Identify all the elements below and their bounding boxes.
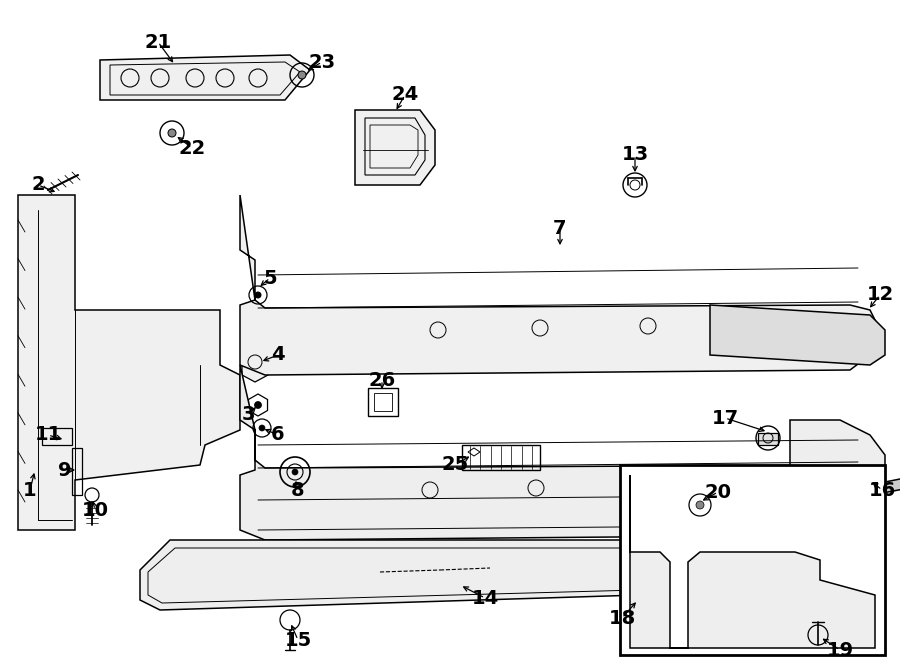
Polygon shape — [242, 345, 268, 382]
Polygon shape — [140, 540, 650, 610]
Polygon shape — [710, 305, 885, 365]
Text: 17: 17 — [711, 408, 739, 428]
Text: 22: 22 — [178, 138, 205, 158]
Circle shape — [259, 425, 265, 431]
Polygon shape — [845, 475, 900, 500]
Text: 21: 21 — [144, 32, 172, 52]
Text: 5: 5 — [263, 269, 277, 287]
Text: 2: 2 — [32, 175, 45, 195]
Text: 10: 10 — [82, 500, 109, 520]
Bar — [620, 465, 885, 655]
Text: 1: 1 — [23, 481, 37, 500]
Circle shape — [298, 71, 306, 79]
Polygon shape — [758, 433, 778, 445]
Circle shape — [292, 469, 298, 475]
Text: 26: 26 — [368, 371, 396, 389]
Text: 3: 3 — [241, 406, 255, 424]
Bar — [368, 388, 398, 416]
Text: 19: 19 — [826, 641, 853, 659]
Text: 9: 9 — [58, 461, 72, 479]
Text: 11: 11 — [34, 426, 61, 444]
Text: 18: 18 — [608, 608, 635, 628]
Polygon shape — [18, 195, 240, 530]
Polygon shape — [100, 55, 310, 100]
Text: 8: 8 — [292, 481, 305, 500]
Circle shape — [255, 292, 261, 298]
Text: 14: 14 — [472, 589, 499, 608]
Text: 7: 7 — [554, 218, 567, 238]
Text: 23: 23 — [309, 52, 336, 71]
Circle shape — [255, 401, 262, 408]
Text: 25: 25 — [441, 455, 469, 475]
Polygon shape — [355, 110, 435, 185]
Text: 12: 12 — [867, 285, 894, 305]
Polygon shape — [240, 195, 880, 375]
Text: 16: 16 — [868, 481, 896, 500]
Text: 13: 13 — [621, 146, 649, 164]
Polygon shape — [630, 475, 875, 648]
Text: 24: 24 — [392, 85, 418, 105]
Text: 6: 6 — [271, 426, 284, 444]
Circle shape — [696, 501, 704, 509]
Text: 4: 4 — [271, 346, 284, 365]
Polygon shape — [240, 365, 880, 540]
Text: 20: 20 — [705, 483, 732, 502]
Bar — [374, 393, 392, 411]
Polygon shape — [790, 420, 885, 530]
Circle shape — [168, 129, 176, 137]
Text: 15: 15 — [284, 630, 311, 649]
